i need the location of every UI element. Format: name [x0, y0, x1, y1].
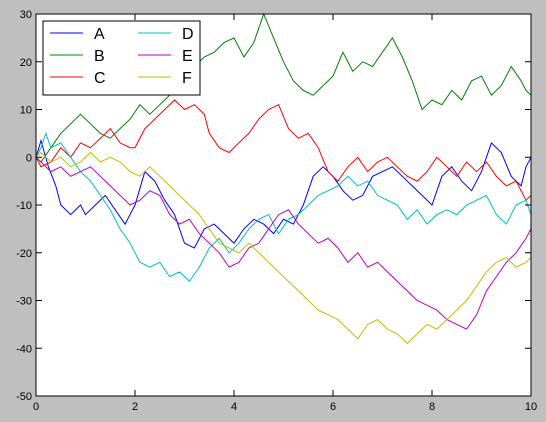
- legend-label-f: F: [182, 70, 192, 87]
- y-tick-label: -30: [16, 296, 32, 308]
- legend-label-b: B: [94, 48, 105, 65]
- legend-label-a: A: [94, 26, 105, 43]
- y-tick-label: 30: [20, 9, 32, 21]
- x-tick-label: 10: [525, 401, 537, 413]
- legend-label-e: E: [182, 48, 193, 65]
- y-tick-label: -40: [16, 343, 32, 355]
- y-tick-label: 20: [20, 57, 32, 69]
- x-tick-label: 6: [330, 401, 336, 413]
- y-tick-label: 10: [20, 105, 32, 117]
- legend-box: [43, 21, 200, 95]
- x-tick-label: 4: [231, 401, 237, 413]
- x-tick-label: 0: [33, 401, 39, 413]
- legend-label-c: C: [94, 70, 106, 87]
- y-tick-label: -50: [16, 391, 32, 403]
- y-tick-label: 0: [26, 152, 32, 164]
- legend-label-d: D: [182, 26, 194, 43]
- x-tick-label: 8: [429, 401, 435, 413]
- y-tick-label: -10: [16, 200, 32, 212]
- y-tick-label: -20: [16, 248, 32, 260]
- legend: ABC DEF: [43, 21, 200, 95]
- x-tick-label: 2: [132, 401, 138, 413]
